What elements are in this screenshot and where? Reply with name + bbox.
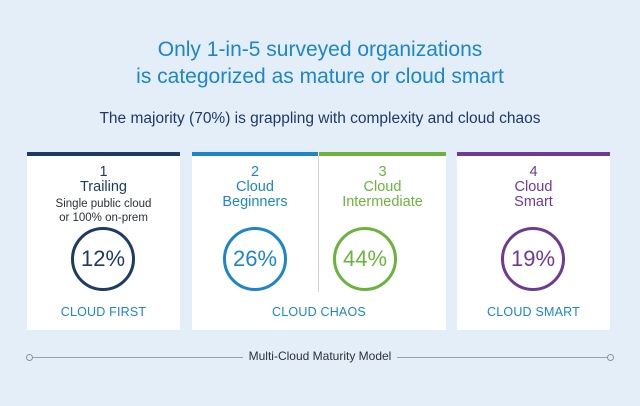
stage-number-3: 3 <box>378 164 387 180</box>
percent-trailing: 12% <box>80 246 126 271</box>
percent-beginners: 26% <box>232 246 278 271</box>
stage-name-beginners-line-1: Cloud <box>236 179 274 195</box>
stage-description-line-2: or 100% on-prem <box>59 212 148 224</box>
headline-line-1: Only 1-in-5 surveyed organizations <box>157 38 483 61</box>
card-cloud-chaos: 2 Cloud Beginners 26% 3 Cloud Intermedia… <box>192 152 446 330</box>
stage-name-beginners-line-2: Beginners <box>222 194 288 210</box>
card-smart-topbar <box>457 152 610 156</box>
card-intermediate: 3 Cloud Intermediate 44% <box>319 152 446 292</box>
card-divider <box>318 156 319 292</box>
footer-axis-right-dot <box>607 354 614 361</box>
percent-intermediate: 44% <box>342 246 388 271</box>
footer-label-text: Multi-Cloud Maturity Model <box>242 349 398 363</box>
percent-ring-trailing: 12% <box>71 227 135 291</box>
percent-ring-beginners: 26% <box>223 227 287 291</box>
stage-number-1: 1 <box>99 164 108 180</box>
stage-name-trailing: Trailing <box>79 179 127 195</box>
card-trailing: 1 Trailing Single public cloud or 100% o… <box>27 152 180 330</box>
footer-axis-left-dot <box>26 354 33 361</box>
stage-name-smart-line-2: Smart <box>514 194 553 210</box>
percent-smart: 19% <box>510 246 556 271</box>
headline: Only 1-in-5 surveyed organizations is ca… <box>0 36 640 90</box>
stage-name-smart-line-1: Cloud <box>514 179 553 195</box>
footer-label: Multi-Cloud Maturity Model <box>0 349 640 363</box>
headline-line-2: is categorized as mature or cloud smart <box>136 65 504 88</box>
card-intermediate-topbar <box>319 152 446 156</box>
category-cloud-chaos: CLOUD CHAOS <box>272 305 366 319</box>
card-smart: 4 Cloud Smart 19% <box>457 152 610 330</box>
stage-description-line-1: Single public cloud <box>55 198 152 210</box>
stage-name-intermediate-line-2: Intermediate <box>342 194 423 210</box>
stage-number-2: 2 <box>250 164 260 180</box>
card-trailing-topbar <box>27 152 180 156</box>
stage-name-intermediate-line-1: Cloud <box>363 179 402 195</box>
category-cloud-smart: CLOUD SMART <box>487 305 580 319</box>
category-cloud-first: CLOUD FIRST <box>60 305 147 319</box>
stage-number-4: 4 <box>529 164 538 180</box>
percent-ring-intermediate: 44% <box>333 227 397 291</box>
percent-ring-smart: 19% <box>501 227 565 291</box>
card-beginners: 2 Cloud Beginners 26% <box>192 152 318 292</box>
card-beginners-topbar <box>192 152 318 156</box>
subheadline: The majority (70%) is grappling with com… <box>99 110 541 127</box>
